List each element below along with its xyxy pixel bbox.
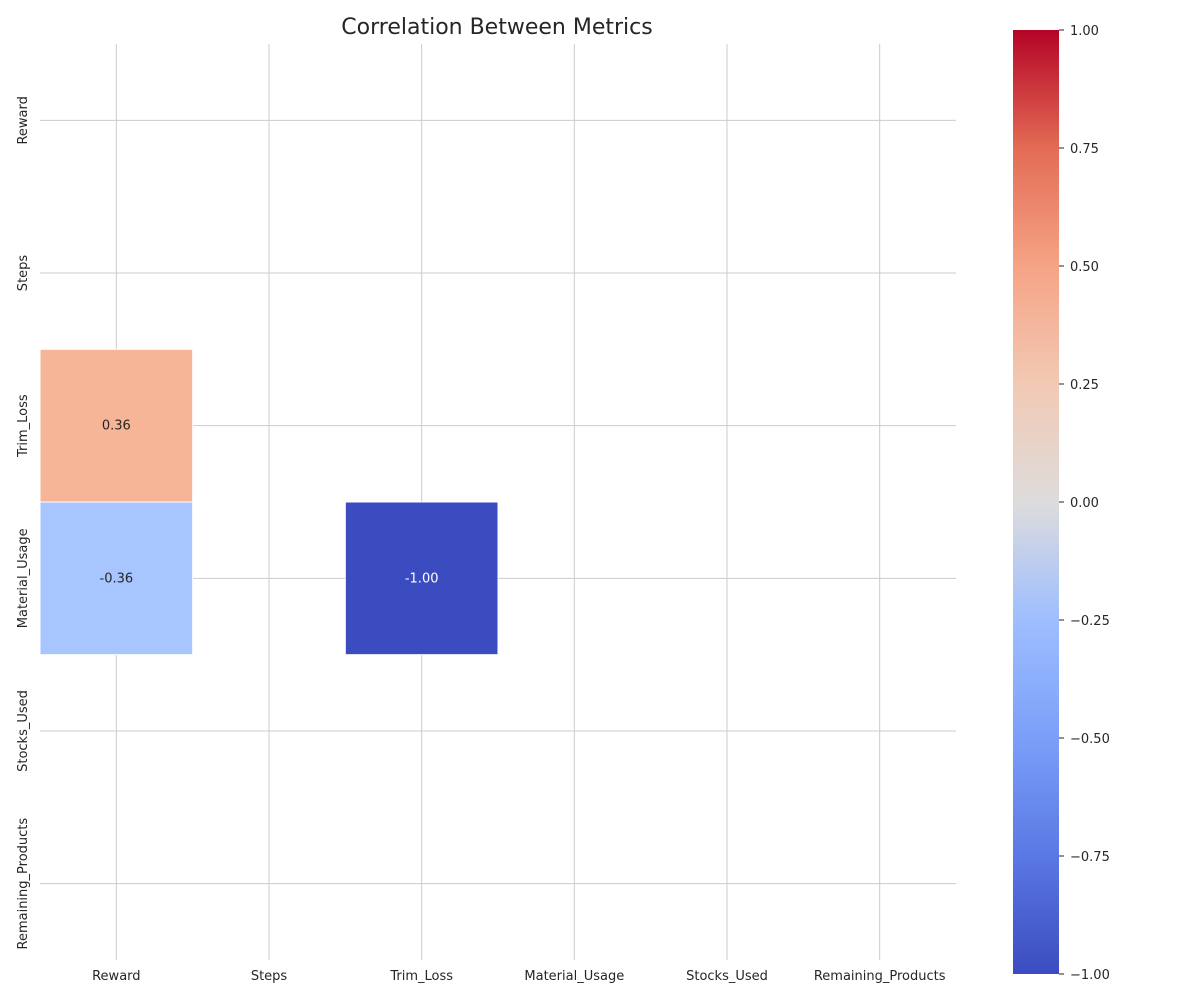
y-tick-label: Material_Usage bbox=[16, 528, 31, 628]
colorbar-tick-label: 0.75 bbox=[1070, 142, 1099, 157]
x-tick-label: Reward bbox=[92, 969, 140, 984]
heatmap-cell bbox=[344, 501, 499, 656]
chart-title: Correlation Between Metrics bbox=[341, 15, 652, 40]
heatmap-cell bbox=[39, 501, 194, 656]
grid-lines bbox=[40, 44, 956, 960]
colorbar-tick-label: 0.25 bbox=[1070, 378, 1099, 393]
colorbar-gradient bbox=[1013, 30, 1059, 974]
colorbar-tick-label: −0.75 bbox=[1070, 850, 1110, 865]
cell-value-label: -1.00 bbox=[405, 571, 439, 586]
y-tick-label: Remaining_Products bbox=[16, 818, 31, 950]
x-tick-label: Trim_Loss bbox=[389, 969, 453, 984]
cell-value-label: -0.36 bbox=[100, 571, 134, 586]
heatmap-cell bbox=[39, 348, 194, 503]
colorbar-tick-label: −0.25 bbox=[1070, 614, 1110, 629]
x-tick-label: Remaining_Products bbox=[814, 969, 946, 984]
y-tick-label: Trim_Loss bbox=[16, 394, 31, 458]
x-tick-label: Material_Usage bbox=[524, 969, 624, 984]
colorbar-tick-label: −0.50 bbox=[1070, 732, 1110, 747]
x-tick-label: Stocks_Used bbox=[686, 969, 768, 984]
cell-value-label: 0.36 bbox=[102, 419, 131, 434]
colorbar-tick-label: 0.50 bbox=[1070, 260, 1099, 275]
colorbar-tick-label: 1.00 bbox=[1070, 24, 1099, 39]
y-tick-label: Stocks_Used bbox=[16, 690, 31, 772]
y-tick-label: Reward bbox=[16, 96, 31, 144]
axis-labels: Reward Steps Trim_Loss Material_Usage Stocks… bbox=[16, 96, 946, 984]
heatmap-cells: 0.36 -0.36 -1.00 bbox=[39, 348, 499, 656]
colorbar: −1.00 −0.75 −0.50 −0.25 0.00 0.25 0.50 0.75 1.00 bbox=[1013, 24, 1110, 983]
x-tick-label: Steps bbox=[251, 969, 288, 984]
y-tick-label: Steps bbox=[16, 255, 31, 292]
colorbar-tick-label: 0.00 bbox=[1070, 496, 1099, 511]
colorbar-tick-label: −1.00 bbox=[1070, 968, 1110, 983]
